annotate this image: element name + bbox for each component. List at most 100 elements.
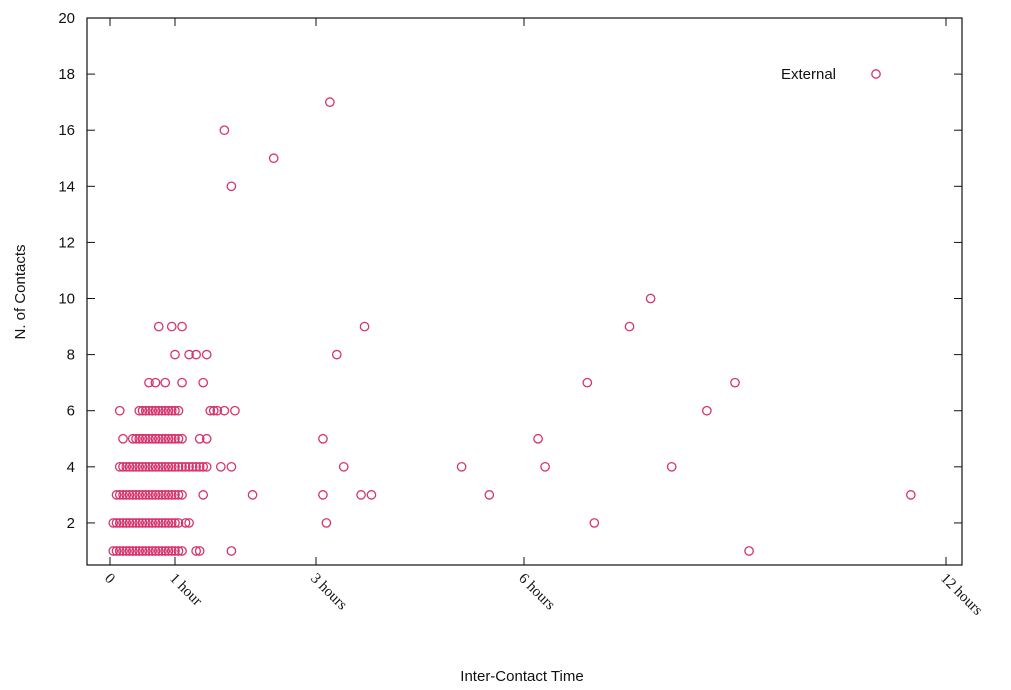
data-point (157, 546, 167, 556)
data-point (114, 461, 125, 472)
data-point (205, 405, 216, 416)
plot-frame (86, 17, 963, 566)
data-point (170, 349, 180, 360)
y-tick-label: 2 (67, 515, 75, 532)
data-point (127, 546, 138, 556)
data-point (170, 490, 180, 500)
data-point (589, 518, 600, 528)
data-point (212, 405, 223, 416)
data-point (645, 293, 656, 304)
data-point (144, 490, 154, 500)
data-point (170, 461, 180, 472)
data-point (166, 433, 177, 444)
data-point (170, 518, 180, 528)
data-point (201, 349, 212, 360)
data-point (170, 546, 180, 556)
data-point (153, 461, 164, 472)
data-point (121, 490, 132, 500)
data-point (147, 405, 158, 416)
legend-marker-external (871, 69, 881, 79)
data-point (215, 461, 226, 472)
data-point (194, 433, 205, 444)
data-point (325, 97, 335, 108)
data-point (163, 433, 174, 444)
data-point (124, 518, 135, 528)
data-point (177, 490, 187, 500)
data-point (111, 518, 122, 528)
y-tick-label: 12 (58, 234, 75, 251)
data-point (147, 490, 158, 500)
data-point (140, 461, 151, 472)
data-point (153, 405, 164, 416)
data-point (166, 490, 177, 500)
data-point (177, 433, 187, 444)
data-point (191, 349, 201, 360)
y-tick-label: 20 (58, 10, 75, 27)
data-point (166, 461, 177, 472)
data-point (198, 461, 209, 472)
data-point (163, 546, 174, 556)
data-point (702, 405, 712, 416)
data-point (124, 546, 135, 556)
y-tick-label: 14 (58, 178, 75, 195)
x-tick-label: 3 hours (307, 571, 350, 614)
data-point (194, 546, 205, 556)
data-point (137, 518, 148, 528)
data-point (137, 433, 148, 444)
data-point (160, 546, 171, 556)
data-point (160, 405, 171, 416)
x-tick-label: 0 (101, 571, 118, 588)
data-point (160, 377, 171, 388)
x-tick-label: 1 hour (166, 571, 205, 610)
data-point (153, 546, 164, 556)
data-point (366, 490, 377, 500)
data-point (359, 321, 370, 332)
data-point (131, 461, 141, 472)
x-axis-title: Inter-Contact Time (460, 668, 583, 685)
data-point (187, 461, 198, 472)
data-point (201, 433, 212, 444)
data-point (338, 461, 349, 472)
data-point (180, 518, 191, 528)
data-point (194, 461, 205, 472)
data-point (150, 461, 161, 472)
data-point (157, 490, 167, 500)
data-point (163, 461, 174, 472)
data-point (137, 490, 148, 500)
data-point (744, 546, 754, 556)
data-point (153, 321, 164, 332)
data-point (184, 349, 194, 360)
y-tick-label: 6 (67, 403, 75, 420)
data-point (140, 546, 151, 556)
data-point (157, 405, 167, 416)
data-point (166, 321, 177, 332)
data-point (177, 461, 187, 472)
data-point (108, 546, 119, 556)
data-point (131, 518, 141, 528)
data-point (127, 433, 138, 444)
y-axis-ticks: 2 4 6 8 10 12 14 16 18 20 (58, 10, 962, 532)
data-point (118, 546, 128, 556)
data-point (163, 518, 174, 528)
data-point (173, 518, 184, 528)
data-point (150, 546, 161, 556)
x-axis-ticks: 0 1 hour 3 hours 6 hours 12 hours (101, 18, 985, 619)
data-point (247, 490, 258, 500)
data-point (144, 433, 154, 444)
data-point (134, 490, 145, 500)
data-point (147, 433, 158, 444)
data-point (140, 518, 151, 528)
data-point (134, 546, 145, 556)
data-point (118, 433, 128, 444)
data-point (144, 461, 154, 472)
data-point (153, 518, 164, 528)
data-point (160, 433, 171, 444)
data-point (173, 461, 184, 472)
data-point (121, 546, 132, 556)
data-point (166, 518, 177, 528)
data-point (121, 518, 132, 528)
data-point (198, 377, 209, 388)
data-point (160, 490, 171, 500)
data-point (127, 518, 138, 528)
